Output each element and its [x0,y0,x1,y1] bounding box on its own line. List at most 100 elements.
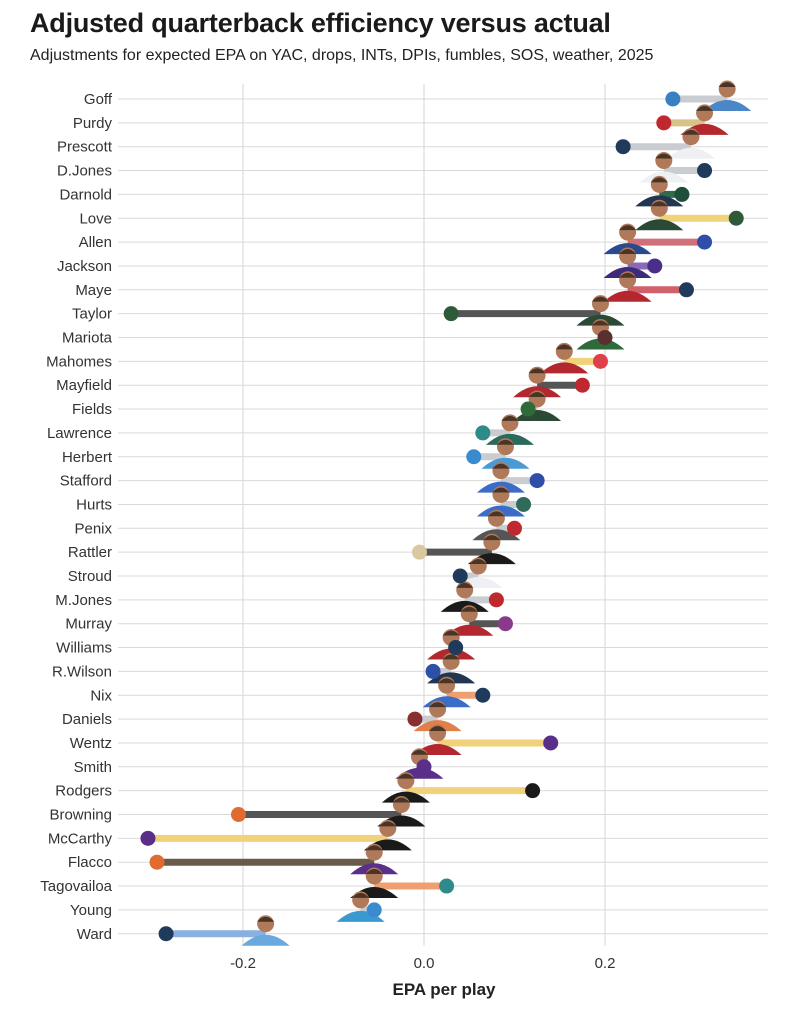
actual-epa-dot [452,568,468,584]
hair-shape [429,702,447,708]
player-label: Stafford [60,473,112,490]
player-label: Browning [49,807,112,824]
jersey-shape [703,100,752,111]
hair-shape [528,392,546,398]
player-label: D.Jones [57,163,112,180]
hair-shape [591,296,609,302]
player-label: Darnold [59,186,112,203]
hair-shape [501,415,519,421]
player-label: McCarthy [48,830,113,847]
hair-shape [392,797,410,803]
hair-shape [365,869,383,875]
jersey-shape [576,338,625,350]
actual-epa-dot [697,234,713,250]
x-tick-label: 0.0 [414,955,435,972]
hair-shape [410,749,428,755]
actual-epa-dot [665,91,681,107]
player-label: Mariota [62,330,113,347]
actual-epa-dot [597,330,613,345]
player-label: Lawrence [47,425,112,442]
player-headshot [540,342,589,374]
player-headshot [513,366,562,398]
player-headshot [666,128,715,159]
jersey-shape [666,147,715,159]
hair-shape [487,511,505,517]
player-label: Fields [72,401,112,418]
hair-shape [397,773,415,779]
player-headshot [603,271,652,302]
player-headshot [635,175,684,207]
player-headshot [485,414,534,445]
hair-shape [352,892,370,898]
hair-shape [619,272,637,278]
hair-shape [469,559,487,564]
player-label: Love [79,210,112,227]
hair-shape [442,630,460,636]
jersey-shape [381,791,430,803]
jersey-shape [639,171,688,183]
actual-epa-dot [529,473,545,489]
actual-epa-dot [488,592,504,608]
hair-shape [429,725,447,731]
hair-shape [496,439,514,445]
actual-epa-dot [475,687,491,703]
hair-shape [528,368,546,374]
player-headshot [476,485,525,517]
player-label: Rattler [68,544,112,561]
player-label: Taylor [72,306,112,323]
player-headshot [481,438,530,469]
hair-shape [718,82,736,87]
player-label: Hurts [76,496,112,513]
actual-epa-dot [439,878,455,894]
player-label: Flacco [68,854,112,871]
actual-epa-dot [525,783,541,799]
player-label: Young [70,902,112,919]
actual-epa-dot [230,807,246,822]
hair-shape [492,463,510,469]
actual-epa-dot [543,735,559,751]
actual-epa-dot [158,926,174,942]
hair-shape [655,153,673,159]
player-label: Williams [56,640,112,657]
actual-epa-dot [475,425,491,441]
hair-shape [696,105,714,111]
actual-epa-dot [366,902,382,918]
hair-shape [483,535,501,541]
hair-shape [619,248,637,254]
hair-shape [456,582,474,588]
player-label: Daniels [62,711,112,728]
player-label: M.Jones [55,592,112,609]
player-headshot [440,581,489,612]
actual-epa-dot [615,139,631,155]
player-label: Allen [79,234,112,251]
player-label: Smith [74,759,112,776]
hair-shape [650,201,668,207]
player-label: Goff [84,91,113,108]
hair-shape [365,845,383,851]
actual-epa-dot [516,496,532,512]
actual-epa-dot [520,401,536,417]
grid-layer [118,84,768,946]
player-label: Mayfield [56,377,112,394]
player-label: Rodgers [55,783,112,800]
player-headshot [635,199,684,231]
hair-shape [591,320,609,326]
hair-shape [379,821,397,827]
player-headshot [427,652,476,684]
jersey-shape [603,290,652,302]
hair-shape [555,344,573,350]
hair-shape [438,678,456,684]
actual-epa-dot [407,711,423,727]
chart-subtitle: Adjustments for expected EPA on YAC, dro… [30,47,654,64]
player-label: Penix [74,520,112,537]
player-label: Purdy [73,115,113,132]
player-label: Prescott [57,139,113,156]
player-label-layer: Goff Purdy Prescott D.Jones Darnold Love Allen… [40,91,113,943]
actual-epa-dot [466,449,482,465]
actual-epa-dot [697,163,713,179]
player-label: R.Wilson [52,663,112,680]
actual-epa-dot [140,830,156,846]
player-label: Stroud [68,568,112,585]
actual-epa-dot [416,759,432,775]
